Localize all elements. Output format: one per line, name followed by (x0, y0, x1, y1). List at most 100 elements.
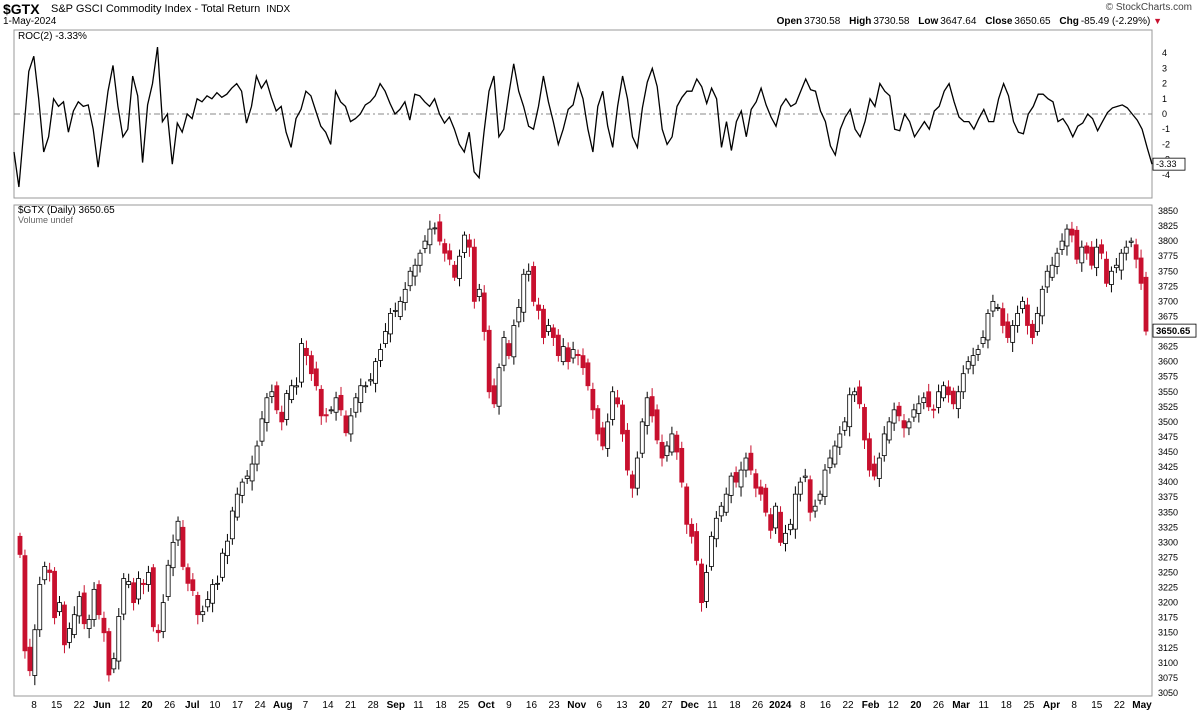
roc-tick-label: -1 (1162, 124, 1170, 134)
candle-body (205, 599, 211, 608)
candle-body (1010, 325, 1016, 343)
price-tick-label: 3500 (1158, 417, 1178, 427)
candle-body (387, 313, 393, 335)
candle-body (284, 393, 290, 420)
candle-body (891, 409, 897, 424)
chart-header: $GTX S&P GSCI Commodity Index - Total Re… (0, 0, 1200, 30)
x-tick-label: 8 (800, 700, 806, 711)
x-tick-label: 22 (842, 700, 854, 711)
roc-legend: ROC(2) -3.33% (18, 31, 87, 42)
low-value: 3647.64 (940, 16, 977, 27)
candle-body (422, 240, 428, 249)
candle-body (788, 523, 793, 531)
candle-body (713, 517, 719, 540)
candle-body (22, 555, 28, 652)
exchange-label: INDX (266, 4, 291, 15)
x-tick-label: 21 (345, 700, 357, 711)
candle-body (521, 273, 527, 313)
candle-body (644, 397, 650, 426)
candle-body (506, 343, 512, 357)
candle-body (254, 445, 260, 465)
candle-body (807, 479, 813, 513)
candle-body (906, 421, 912, 429)
x-tick-label: Mar (952, 700, 970, 711)
price-tick-label: 3800 (1158, 236, 1178, 246)
candle-body (536, 304, 541, 311)
ticker-symbol: $GTX (3, 1, 40, 17)
x-tick-label: 7 (303, 700, 309, 711)
chart-date: 1-May-2024 (3, 16, 57, 27)
x-tick-label: 11 (707, 700, 718, 711)
candle-body (264, 397, 270, 423)
candle-body (699, 563, 704, 604)
candle-body (827, 457, 833, 469)
candle-body (343, 415, 349, 434)
candle-body (333, 397, 339, 413)
candle-body (960, 373, 966, 393)
candle-body (417, 252, 423, 266)
candle-body (432, 227, 438, 230)
candle-body (1123, 246, 1129, 254)
candle-body (57, 602, 62, 613)
candle-body (52, 570, 57, 619)
candle-body (323, 414, 329, 417)
candle-body (634, 457, 640, 489)
candle-body (476, 288, 482, 297)
candle-body (373, 361, 378, 384)
x-tick-label: 11 (979, 700, 990, 711)
roc-tick-label: 4 (1162, 48, 1167, 58)
price-tick-label: 3475 (1158, 432, 1178, 442)
candle-body (531, 266, 537, 302)
candle-body (259, 418, 265, 442)
candle-body (368, 379, 374, 382)
candle-body (679, 447, 685, 483)
candle-body (965, 361, 971, 370)
candle-body (76, 596, 82, 617)
price-tick-label: 3525 (1158, 402, 1178, 412)
brand-watermark: © StockCharts.com (1105, 2, 1192, 13)
candle-body (950, 390, 956, 405)
x-tick-label: Sep (387, 700, 405, 711)
candle-body (160, 602, 166, 632)
candle-body (1069, 228, 1075, 236)
candle-body (867, 438, 872, 471)
candle-body (1025, 304, 1030, 326)
candle-body (516, 307, 522, 323)
candle-body (1133, 244, 1139, 260)
x-tick-label: 27 (662, 700, 674, 711)
candle-body (526, 270, 532, 275)
candle-body (210, 584, 216, 604)
candle-body (1118, 252, 1124, 271)
candle-body (723, 493, 729, 513)
candle-body (289, 385, 295, 400)
candle-body (383, 331, 388, 344)
x-tick-label: 22 (1114, 700, 1126, 711)
roc-tick-label: -2 (1162, 139, 1170, 149)
price-tick-label: 3675 (1158, 311, 1178, 321)
candle-body (1143, 276, 1149, 332)
candle-body (931, 408, 937, 411)
price-tick-label: 3275 (1158, 552, 1178, 562)
candle-body (684, 486, 690, 525)
candle-body (600, 427, 606, 447)
candle-body (743, 457, 749, 471)
candle-body (47, 569, 53, 573)
x-tick-label: 9 (506, 700, 512, 711)
candle-body (1005, 321, 1011, 338)
candle-body (669, 433, 675, 453)
candle-body (753, 473, 759, 489)
open-label: Open (776, 16, 803, 27)
roc-last-value-label: -3.33 (1156, 159, 1177, 169)
price-tick-label: 3175 (1158, 613, 1178, 623)
candle-body (1064, 228, 1070, 247)
candle-body (313, 368, 319, 387)
candle-body (758, 486, 764, 495)
candle-body (215, 582, 220, 585)
candle-body (86, 619, 92, 629)
candle-body (121, 578, 127, 615)
x-tick-label: 23 (549, 700, 561, 711)
candle-body (911, 409, 917, 418)
x-tick-label: 20 (639, 700, 651, 711)
candle-body (457, 255, 462, 279)
